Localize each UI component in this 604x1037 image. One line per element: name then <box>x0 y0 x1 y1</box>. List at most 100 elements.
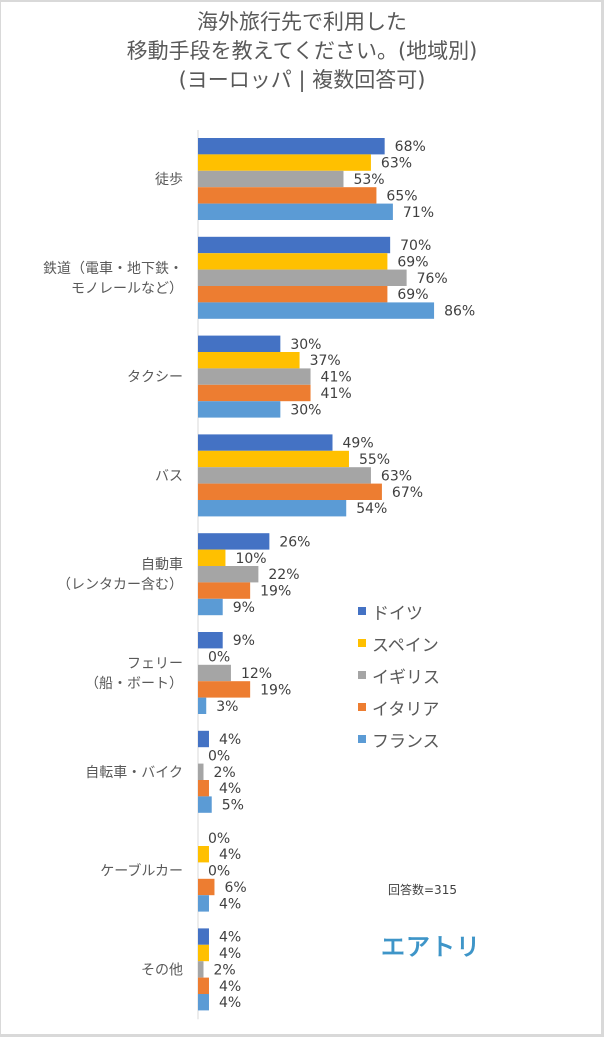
bar <box>198 977 209 994</box>
data-label: 4% <box>219 781 241 797</box>
category-label: タクシー <box>127 370 183 386</box>
data-label: 9% <box>233 633 255 649</box>
data-label: 19% <box>260 682 291 698</box>
category-label: フェリー <box>127 656 183 672</box>
data-label: 41% <box>321 386 352 402</box>
category-label: 徒歩 <box>155 172 183 188</box>
bar <box>198 533 270 550</box>
data-label: 63% <box>381 156 412 172</box>
bar <box>198 566 259 583</box>
data-label: 5% <box>222 798 244 814</box>
respondent-count-note: 回答数=315 <box>388 883 457 897</box>
bar <box>198 895 209 912</box>
legend-item-france: フランス <box>358 723 440 755</box>
data-label: 86% <box>444 304 475 320</box>
category-label: その他 <box>141 962 183 978</box>
legend: ドイツ スペイン イギリス イタリア フランス <box>358 595 440 755</box>
legend-item-uk: イギリス <box>358 659 440 691</box>
data-label: 30% <box>290 337 321 353</box>
data-label: 22% <box>268 567 299 583</box>
legend-swatch <box>358 671 366 679</box>
data-label: 4% <box>219 847 241 863</box>
bar <box>198 384 311 402</box>
data-label: 37% <box>310 353 341 369</box>
chart-title: 海外旅行先で利用した 移動手段を教えてください。(地域別) (ヨーロッパ | 複… <box>0 8 604 95</box>
data-label: 4% <box>219 930 241 946</box>
bar <box>198 730 209 748</box>
data-label: 0% <box>208 831 230 847</box>
category-label: 自動車 <box>141 556 183 573</box>
category-label: （船・ボート） <box>85 676 183 692</box>
data-label: 65% <box>386 188 417 204</box>
data-label: 4% <box>219 979 241 995</box>
legend-item-italy: イタリア <box>358 691 440 723</box>
data-label: 0% <box>208 748 230 764</box>
data-label: 63% <box>381 468 412 484</box>
bar <box>198 598 223 616</box>
bar <box>198 335 281 352</box>
data-label: 76% <box>417 271 448 287</box>
data-label: 49% <box>343 436 374 452</box>
chart-title-line-3: (ヨーロッパ | 複数回答可) <box>178 68 426 92</box>
legend-label: イギリス <box>372 667 440 688</box>
data-label: 12% <box>241 666 272 682</box>
data-label: 6% <box>224 880 246 896</box>
bar <box>198 763 204 780</box>
bar <box>198 994 209 1011</box>
bar <box>198 187 377 204</box>
bar <box>198 368 311 385</box>
legend-label: イタリア <box>372 699 440 720</box>
bar <box>198 664 231 682</box>
data-label: 26% <box>279 534 310 550</box>
data-label: 41% <box>321 370 352 386</box>
chart-title-line-2: 移動手段を教えてください。(地域別) <box>126 39 478 63</box>
data-label: 2% <box>213 962 235 978</box>
bar <box>198 632 223 649</box>
bar <box>198 483 382 500</box>
bar <box>198 154 371 171</box>
legend-swatch <box>358 607 366 615</box>
bar <box>198 253 388 270</box>
bar <box>198 467 371 484</box>
data-label: 30% <box>290 402 321 418</box>
category-label: 鉄道（電車・地下鉄・ <box>43 260 183 277</box>
data-label: 55% <box>359 452 390 468</box>
data-label: 71% <box>403 205 434 221</box>
bar <box>198 796 212 813</box>
data-label: 4% <box>219 995 241 1011</box>
data-label: 2% <box>213 765 235 781</box>
bar <box>198 352 300 369</box>
category-label: 自転車・バイク <box>85 764 183 781</box>
bar <box>198 138 385 155</box>
category-label: （レンタカー含む） <box>57 577 183 593</box>
data-label: 19% <box>260 584 291 600</box>
legend-swatch <box>358 639 366 647</box>
data-label: 3% <box>216 699 238 715</box>
data-label: 9% <box>233 600 255 616</box>
legend-swatch <box>358 703 366 711</box>
data-label: 54% <box>356 501 387 517</box>
legend-item-germany: ドイツ <box>358 595 440 627</box>
legend-swatch <box>358 735 366 743</box>
data-label: 70% <box>400 238 431 254</box>
data-label: 69% <box>397 254 428 270</box>
bar <box>198 846 209 863</box>
bar <box>198 203 393 220</box>
bar <box>198 697 207 714</box>
chart-title-line-1: 海外旅行先で利用した <box>197 10 407 34</box>
bar <box>198 944 209 962</box>
data-label: 69% <box>397 287 428 303</box>
data-label: 53% <box>353 172 384 188</box>
bar <box>198 286 388 303</box>
legend-label: ドイツ <box>372 603 423 624</box>
bar <box>198 961 204 978</box>
bar <box>198 582 251 599</box>
data-label: 10% <box>235 551 266 567</box>
bar <box>198 401 281 418</box>
bar <box>198 500 347 517</box>
category-label: モノレールなど） <box>71 281 183 297</box>
bar <box>198 878 215 896</box>
data-label: 4% <box>219 946 241 962</box>
legend-label: スペイン <box>372 635 439 656</box>
